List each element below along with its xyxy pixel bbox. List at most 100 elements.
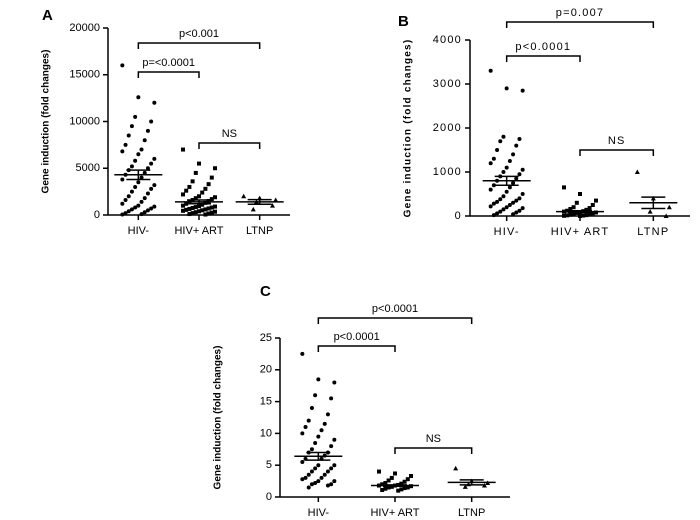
data-point bbox=[145, 128, 150, 133]
data-point bbox=[209, 210, 214, 215]
data-point bbox=[332, 479, 337, 484]
data-point bbox=[206, 211, 211, 216]
y-tick-label: 5000 bbox=[76, 162, 100, 174]
data-point bbox=[193, 210, 198, 215]
data-point bbox=[190, 205, 195, 210]
data-point bbox=[514, 198, 519, 203]
data-point bbox=[152, 204, 157, 209]
data-point bbox=[511, 181, 516, 185]
comparison-label: p=0.007 bbox=[556, 7, 604, 19]
comparison-label: NS bbox=[222, 128, 237, 140]
x-tick-label: LTNP bbox=[246, 225, 273, 237]
data-point bbox=[409, 474, 413, 479]
data-point bbox=[313, 481, 318, 486]
data-point bbox=[250, 206, 256, 212]
comparison-label: p<0.001 bbox=[179, 28, 219, 40]
data-point bbox=[517, 208, 522, 213]
data-point bbox=[142, 170, 147, 175]
data-point bbox=[380, 482, 385, 487]
data-point bbox=[581, 213, 586, 218]
data-point bbox=[498, 197, 503, 202]
data-point bbox=[213, 209, 217, 214]
data-point bbox=[126, 194, 131, 199]
data-point bbox=[136, 95, 141, 100]
data-point bbox=[309, 482, 314, 487]
data-point bbox=[136, 203, 141, 208]
y-tick-label: 3000 bbox=[433, 78, 462, 90]
data-point bbox=[152, 156, 157, 161]
panel: B Gene induction (fold changes) 0 1000 2000 3… bbox=[398, 7, 690, 238]
data-point bbox=[594, 210, 598, 215]
data-point bbox=[491, 156, 496, 161]
y-tick-label: 25 bbox=[260, 332, 272, 344]
comparison-bracket bbox=[317, 345, 396, 352]
data-point bbox=[197, 194, 201, 199]
data-point bbox=[313, 466, 318, 471]
comparison-bracket bbox=[505, 55, 581, 62]
y-tick-label: 1000 bbox=[433, 166, 462, 178]
data-point bbox=[193, 205, 198, 210]
data-point bbox=[393, 471, 397, 476]
data-point bbox=[203, 186, 208, 191]
y-tick-label: 10000 bbox=[69, 115, 100, 127]
data-point bbox=[380, 488, 385, 493]
y-tick-label: 4000 bbox=[433, 34, 462, 46]
data-point bbox=[332, 463, 337, 468]
comparison-label: p<0.0001 bbox=[515, 41, 571, 53]
data-point bbox=[213, 204, 217, 209]
data-point bbox=[209, 175, 214, 180]
data-point bbox=[383, 481, 388, 486]
data-point bbox=[495, 148, 500, 152]
data-point bbox=[511, 200, 516, 205]
data-point bbox=[187, 184, 192, 189]
x-tick-label: HIV- bbox=[494, 226, 520, 238]
data-point bbox=[187, 206, 192, 211]
data-point bbox=[520, 192, 525, 196]
data-point bbox=[507, 159, 512, 163]
data-point bbox=[520, 88, 525, 93]
data-point bbox=[325, 412, 330, 417]
data-point bbox=[481, 483, 487, 488]
data-point bbox=[399, 481, 404, 486]
y-tick-label: 20000 bbox=[69, 22, 100, 34]
data-point bbox=[562, 213, 566, 218]
data-point bbox=[181, 192, 185, 197]
x-tick-label: HIV+ ART bbox=[370, 507, 419, 519]
data-point bbox=[149, 161, 154, 166]
data-point bbox=[501, 194, 506, 199]
data-point bbox=[303, 425, 308, 430]
data-point bbox=[488, 68, 493, 73]
data-point bbox=[565, 213, 570, 218]
data-point bbox=[584, 207, 589, 212]
comparison-bracket bbox=[137, 71, 200, 78]
data-point bbox=[209, 197, 214, 202]
data-point bbox=[517, 172, 522, 177]
data-point bbox=[142, 196, 147, 201]
comparison-bracket bbox=[198, 142, 261, 149]
y-tick-label: 15000 bbox=[69, 69, 100, 81]
data-point bbox=[587, 206, 592, 211]
data-point bbox=[495, 211, 500, 216]
data-point bbox=[145, 191, 150, 196]
data-point bbox=[322, 421, 327, 426]
data-point bbox=[120, 63, 125, 68]
data-point bbox=[123, 142, 128, 147]
data-point bbox=[634, 169, 640, 174]
data-point bbox=[139, 175, 144, 180]
data-point bbox=[129, 189, 134, 194]
data-point bbox=[123, 211, 128, 216]
data-point bbox=[206, 198, 211, 203]
data-point bbox=[273, 197, 279, 203]
data-point bbox=[491, 183, 496, 188]
data-point bbox=[203, 207, 208, 212]
data-point bbox=[565, 208, 570, 213]
y-axis-title: Gene induction (fold changes) bbox=[403, 39, 414, 218]
data-point bbox=[453, 465, 459, 471]
data-point bbox=[142, 138, 147, 143]
comparison-bracket bbox=[505, 21, 655, 28]
data-point bbox=[329, 396, 334, 401]
panel-label: A bbox=[42, 7, 53, 24]
data-point bbox=[184, 188, 189, 193]
data-point bbox=[120, 201, 125, 206]
data-point bbox=[663, 213, 669, 218]
